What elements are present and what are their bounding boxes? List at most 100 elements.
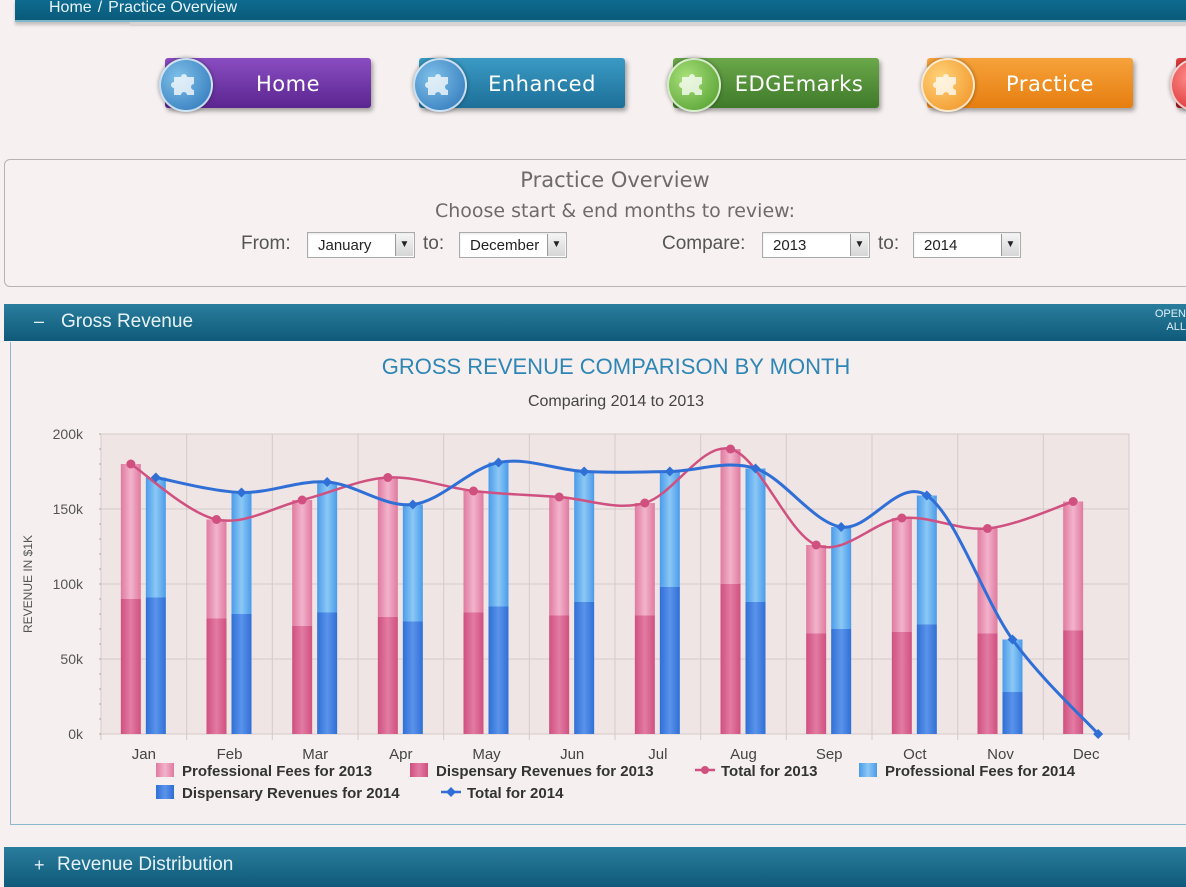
- point-total-2013: [297, 495, 307, 505]
- bar-professional-2013: [549, 497, 570, 616]
- compare-label: Compare:: [662, 233, 746, 254]
- compare-to-label: to:: [878, 233, 900, 254]
- x-tick-label: Mar: [302, 746, 328, 763]
- bar-professional-2013: [720, 449, 741, 584]
- point-total-2013: [554, 492, 564, 502]
- y-tick-label: 100k: [53, 576, 84, 592]
- section-title: Gross Revenue: [61, 311, 194, 332]
- bar-dispensary-2014: [231, 614, 252, 734]
- bar-dispensary-2013: [977, 633, 998, 734]
- gross-revenue-chart: 0k 50k 100k 150k 200k GROSS REVENUE COMPARISO…: [21, 354, 1130, 802]
- point-total-2013: [383, 473, 393, 482]
- from-month-value: January: [318, 237, 372, 254]
- point-total-2013: [212, 515, 221, 524]
- breadcrumb-home-link[interactable]: Home: [49, 0, 92, 16]
- expand-toggle[interactable]: +: [34, 855, 45, 875]
- x-tick-label: May: [472, 746, 501, 763]
- chart-menu-icon[interactable]: ⋮: [1180, 360, 1186, 381]
- puzzle-icon: [413, 58, 467, 112]
- bar-dispensary-2014: [488, 606, 509, 734]
- y-tick-label: 50k: [60, 651, 84, 667]
- collapse-toggle[interactable]: –: [34, 311, 45, 331]
- from-month-select[interactable]: January ▼: [307, 232, 415, 258]
- bar-professional-2014: [488, 462, 509, 607]
- nav-edgemarks-label: EDGEmarks: [734, 72, 864, 96]
- compare-year-select[interactable]: 2013 ▼: [762, 232, 870, 258]
- gross-revenue-chart-panel: 0k 50k 100k 150k 200k GROSS REVENUE COMPARISO…: [10, 342, 1186, 825]
- legend-symbol: [859, 763, 877, 777]
- y-axis-label: REVENUE IN $1K: [21, 535, 35, 633]
- open-all-button[interactable]: OPEN ALL: [1155, 308, 1186, 334]
- point-total-2014: [407, 499, 418, 510]
- bar-dispensary-2014: [317, 612, 338, 734]
- x-tick-label: Apr: [389, 746, 412, 763]
- bar-professional-2013: [377, 477, 398, 617]
- point-total-2013: [1068, 497, 1078, 506]
- bar-professional-2013: [292, 500, 313, 626]
- legend-item-label: Professional Fees for 2013: [182, 763, 372, 780]
- bar-dispensary-2013: [891, 632, 912, 734]
- point-total-2014: [579, 466, 590, 477]
- x-tick-label: Jul: [648, 746, 667, 763]
- bar-professional-2014: [231, 492, 252, 614]
- nav-enhanced-label: Enhanced: [488, 72, 596, 96]
- y-tick-label: 0k: [68, 726, 84, 742]
- to-label: to:: [423, 233, 445, 254]
- nav-practice-label: Practice: [1006, 72, 1094, 96]
- compare-to-year-select[interactable]: 2014 ▼: [913, 232, 1021, 258]
- bar-professional-2014: [659, 471, 680, 587]
- bar-dispensary-2013: [720, 584, 741, 734]
- point-total-2013: [640, 498, 650, 508]
- open-all-line2: ALL: [1166, 321, 1186, 333]
- bar-dispensary-2013: [120, 599, 141, 734]
- nav-next-button[interactable]: [1170, 58, 1186, 112]
- bar-dispensary-2014: [831, 629, 852, 734]
- nav-edgemarks-button[interactable]: EDGEmarks: [667, 58, 879, 112]
- breadcrumb-current: Practice Overview: [108, 0, 238, 16]
- breadcrumb-separator: /: [97, 0, 103, 16]
- nav-home-button[interactable]: Home: [159, 58, 371, 112]
- to-month-select[interactable]: December ▼: [459, 232, 567, 258]
- bar-dispensary-2013: [549, 615, 570, 734]
- point-total-2014: [921, 490, 932, 501]
- bar-professional-2013: [463, 491, 484, 613]
- breadcrumb-shadow: [130, 22, 1186, 26]
- legend-marker: [446, 787, 456, 797]
- chevron-down-icon: ▼: [395, 234, 413, 256]
- nav-enhanced-button[interactable]: Enhanced: [413, 58, 625, 112]
- gross-revenue-header[interactable]: – Gross Revenue OPEN ALL: [4, 304, 1186, 341]
- bar-dispensary-2014: [916, 624, 937, 734]
- point-total-2014: [836, 522, 847, 532]
- bar-professional-2014: [317, 482, 338, 613]
- chevron-down-icon: ▼: [850, 234, 868, 256]
- revenue-distribution-header[interactable]: + Revenue Distribution: [4, 847, 1186, 887]
- breadcrumb: Home / Practice Overview: [49, 0, 237, 17]
- x-tick-label: Feb: [217, 746, 243, 763]
- x-tick-label: Nov: [987, 746, 1014, 763]
- legend-symbol: [156, 763, 174, 777]
- point-total-2013: [469, 486, 478, 496]
- section-title: Revenue Distribution: [57, 854, 234, 875]
- point-total-2014: [493, 457, 504, 468]
- point-total-2014: [236, 487, 247, 498]
- bar-dispensary-2013: [463, 612, 484, 734]
- point-total-2013: [897, 513, 907, 523]
- bar-professional-2014: [916, 495, 937, 625]
- x-tick-label: Oct: [903, 746, 927, 763]
- bar-professional-2013: [120, 464, 141, 599]
- bar-professional-2013: [891, 518, 912, 632]
- bar-dispensary-2014: [659, 587, 680, 734]
- legend-item-label: Total for 2014: [467, 785, 564, 802]
- point-total-2013: [726, 444, 735, 454]
- nav-practice-button[interactable]: Practice: [921, 58, 1133, 112]
- puzzle-icon: [921, 58, 975, 112]
- bar-professional-2013: [1063, 501, 1084, 631]
- open-all-line1: OPEN: [1154, 308, 1186, 320]
- x-tick-label: Aug: [730, 746, 757, 763]
- legend-symbol: [410, 763, 428, 777]
- bar-dispensary-2013: [377, 617, 398, 734]
- puzzle-icon: [1170, 58, 1186, 112]
- bar-dispensary-2014: [745, 602, 766, 734]
- bar-professional-2013: [206, 519, 227, 619]
- point-total-2013: [811, 540, 821, 550]
